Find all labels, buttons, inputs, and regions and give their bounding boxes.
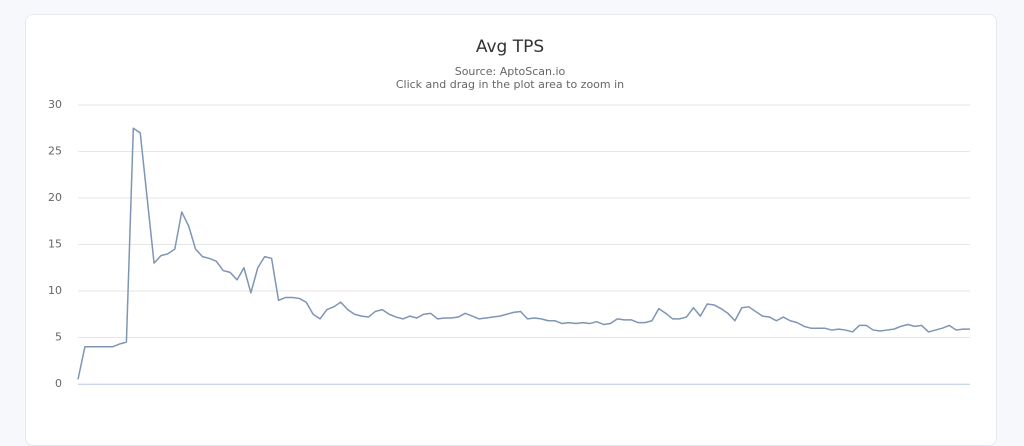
page: Avg TPS Source: AptoScan.io Click and dr…: [25, 14, 997, 446]
chart-title: Avg TPS: [476, 37, 544, 57]
series-line: [77, 127, 970, 380]
chart-subtitle: Source: AptoScan.io: [455, 65, 566, 78]
chart-card: [25, 14, 997, 446]
y-tick-label: 5: [55, 331, 62, 344]
y-tick-label: 10: [48, 284, 62, 297]
y-tick-label: 0: [55, 377, 62, 390]
y-tick-label: 20: [48, 191, 62, 204]
chart: Avg TPS Source: AptoScan.io Click and dr…: [48, 37, 970, 390]
chart-note: Click and drag in the plot area to zoom …: [396, 78, 624, 91]
y-tick-label: 15: [48, 238, 62, 251]
y-tick-label: 25: [48, 145, 62, 158]
y-tick-label: 30: [48, 98, 62, 111]
